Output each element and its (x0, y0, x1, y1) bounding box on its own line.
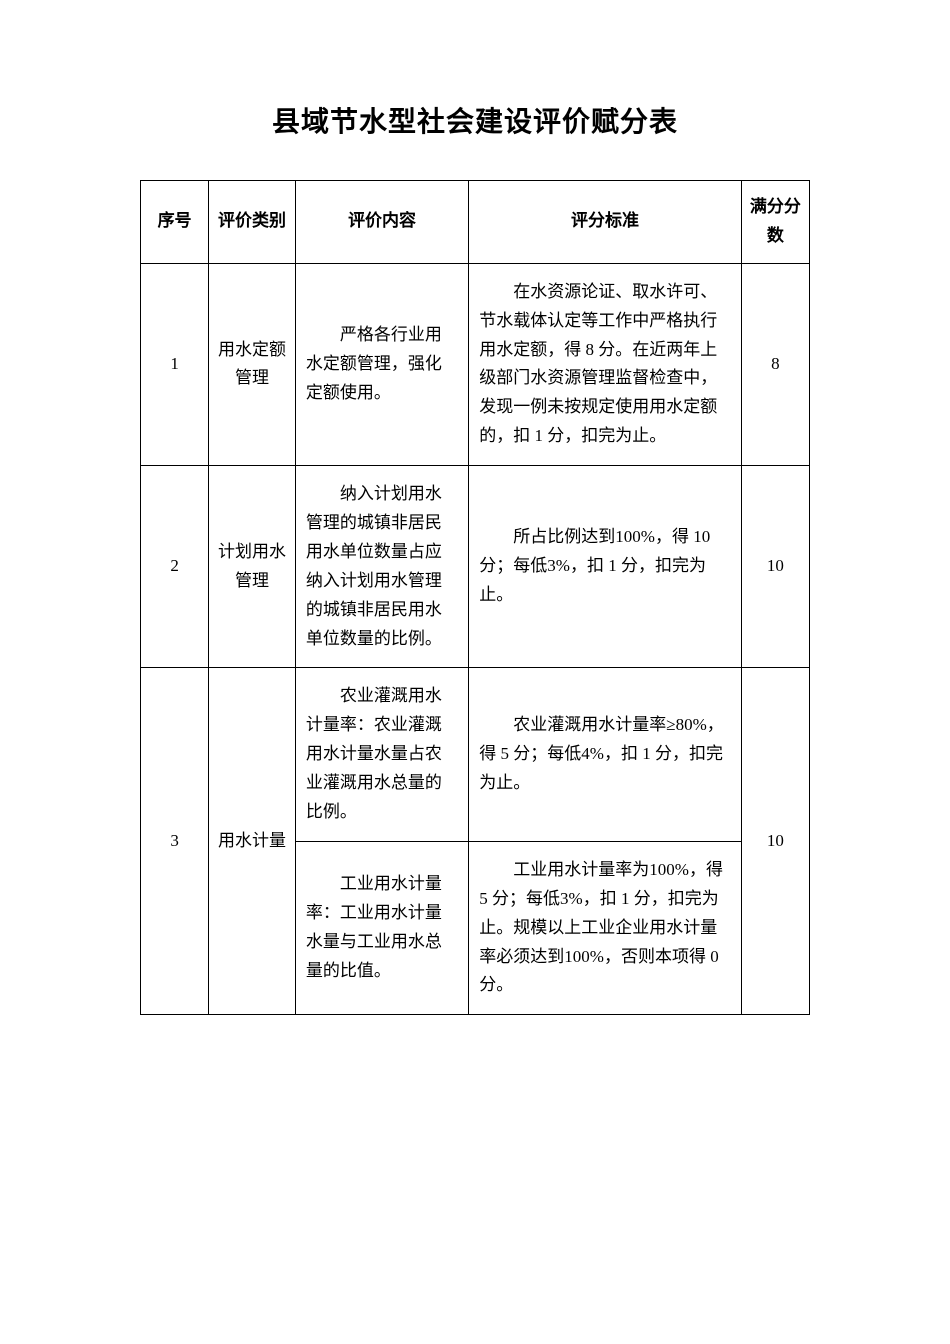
header-score: 满分分数 (741, 181, 809, 264)
table-header-row: 序号 评价类别 评价内容 评分标准 满分分数 (141, 181, 810, 264)
cell-category: 用水计量 (209, 668, 296, 1015)
cell-criteria: 所占比例达到100%，得 10 分；每低3%，扣 1 分，扣完为止。 (469, 466, 742, 668)
cell-category: 计划用水管理 (209, 466, 296, 668)
table-row: 1 用水定额管理 严格各行业用水定额管理，强化定额使用。 在水资源论证、取水许可… (141, 263, 810, 465)
cell-seq: 3 (141, 668, 209, 1015)
cell-content: 农业灌溉用水计量率：农业灌溉用水计量水量占农业灌溉用水总量的比例。 (295, 668, 468, 841)
header-seq: 序号 (141, 181, 209, 264)
header-category: 评价类别 (209, 181, 296, 264)
cell-score: 8 (741, 263, 809, 465)
cell-score: 10 (741, 466, 809, 668)
cell-score: 10 (741, 668, 809, 1015)
cell-content: 严格各行业用水定额管理，强化定额使用。 (295, 263, 468, 465)
cell-seq: 2 (141, 466, 209, 668)
cell-criteria: 工业用水计量率为100%，得 5 分；每低3%，扣 1 分，扣完为止。规模以上工… (469, 841, 742, 1014)
document-title: 县域节水型社会建设评价赋分表 (140, 100, 810, 140)
cell-content: 纳入计划用水管理的城镇非居民用水单位数量占应纳入计划用水管理的城镇非居民用水单位… (295, 466, 468, 668)
cell-criteria: 在水资源论证、取水许可、节水载体认定等工作中严格执行用水定额，得 8 分。在近两… (469, 263, 742, 465)
cell-seq: 1 (141, 263, 209, 465)
header-criteria: 评分标准 (469, 181, 742, 264)
cell-criteria: 农业灌溉用水计量率≥80%，得 5 分；每低4%，扣 1 分，扣完为止。 (469, 668, 742, 841)
header-content: 评价内容 (295, 181, 468, 264)
cell-content: 工业用水计量率：工业用水计量水量与工业用水总量的比值。 (295, 841, 468, 1014)
table-row: 2 计划用水管理 纳入计划用水管理的城镇非居民用水单位数量占应纳入计划用水管理的… (141, 466, 810, 668)
cell-category: 用水定额管理 (209, 263, 296, 465)
scoring-table: 序号 评价类别 评价内容 评分标准 满分分数 1 用水定额管理 严格各行业用水定… (140, 180, 810, 1015)
table-row: 3 用水计量 农业灌溉用水计量率：农业灌溉用水计量水量占农业灌溉用水总量的比例。… (141, 668, 810, 841)
